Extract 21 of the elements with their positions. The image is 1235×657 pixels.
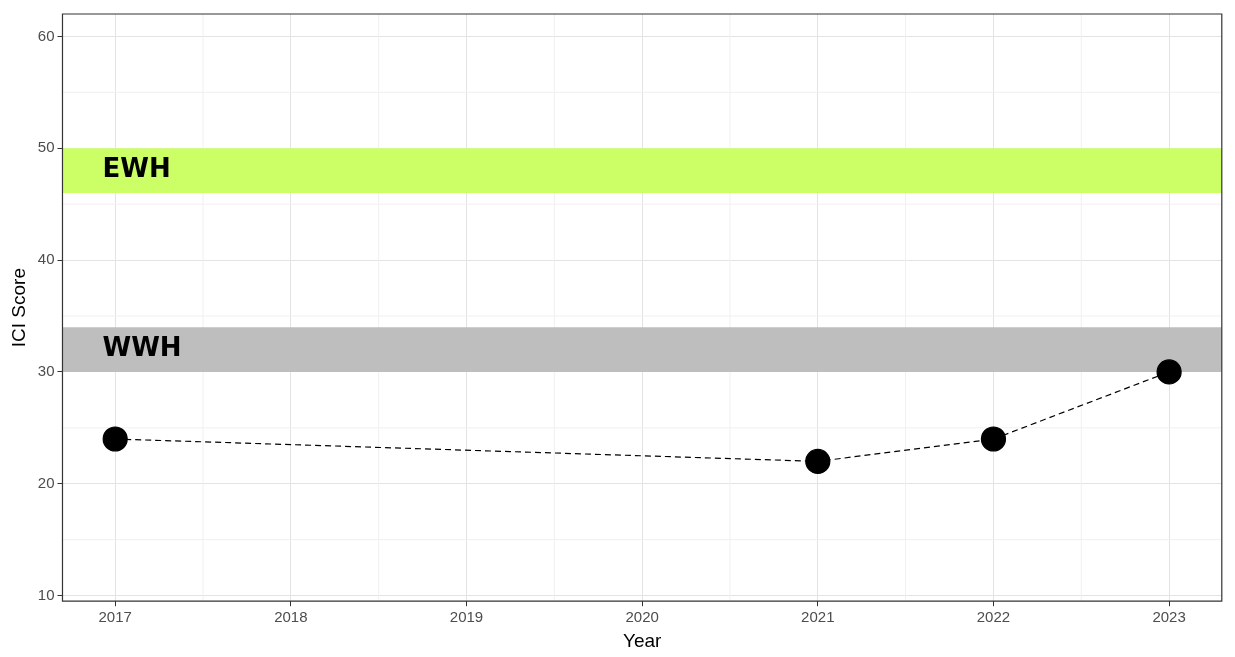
y-tick-label: 30 xyxy=(37,362,55,380)
point xyxy=(805,448,831,474)
x-tick-label: 2023 xyxy=(1152,608,1186,626)
point xyxy=(1156,359,1182,385)
band-label: WWH xyxy=(102,332,182,363)
x-tick-label: 2022 xyxy=(976,608,1011,626)
band-label: EWH xyxy=(102,153,171,184)
x-axis-title: Year xyxy=(622,629,663,651)
x-tick-label: 2017 xyxy=(98,608,132,626)
point xyxy=(102,426,128,452)
y-tick-label: 40 xyxy=(37,250,55,268)
y-axis-title: ICI Score xyxy=(7,268,29,348)
x-tick-label: 2021 xyxy=(801,608,835,626)
x-tick-label: 2018 xyxy=(274,608,308,626)
y-tick-label: 60 xyxy=(37,26,55,44)
x-tick-label: 2020 xyxy=(625,608,659,626)
x-tick-label: 2019 xyxy=(449,608,484,626)
y-tick-label: 20 xyxy=(37,473,55,491)
point xyxy=(980,426,1007,452)
y-tick-label: 10 xyxy=(37,585,55,603)
y-tick-label: 50 xyxy=(37,138,55,156)
